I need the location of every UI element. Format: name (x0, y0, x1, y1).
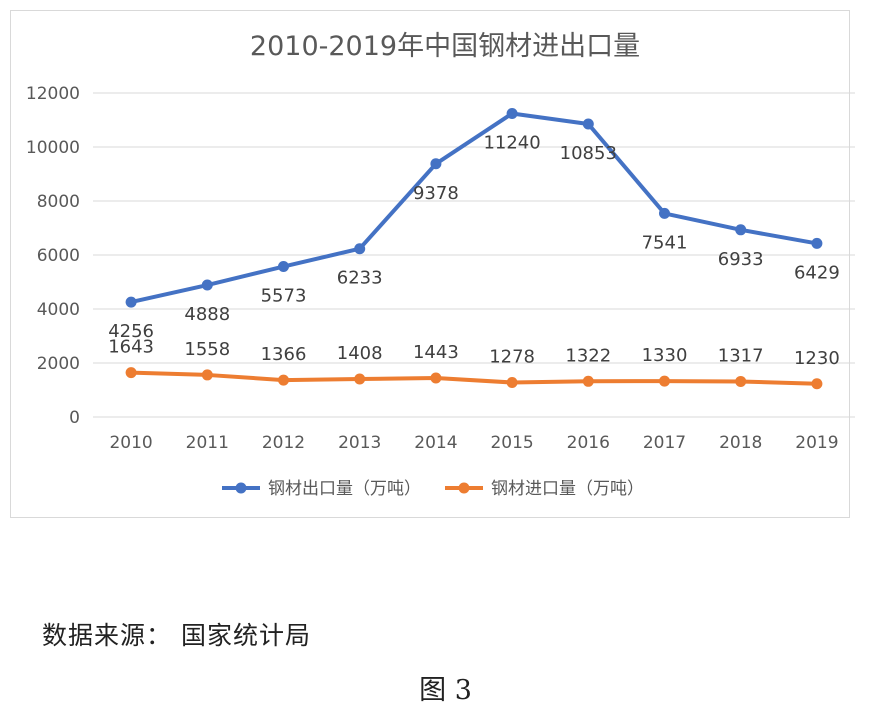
y-tick-label: 4000 (37, 300, 80, 320)
data-label: 1643 (108, 337, 154, 358)
data-label: 11240 (483, 133, 540, 154)
x-tick-label: 2016 (567, 433, 610, 453)
data-label: 10853 (560, 143, 617, 164)
x-tick-label: 2015 (490, 433, 533, 453)
data-point (278, 261, 289, 273)
legend-item: 钢材出口量（万吨） (222, 479, 421, 499)
x-axis-ticks: 2010 2011 2012 2013 2014 2015 2016 2017 2018 2019 (109, 433, 838, 453)
data-point (354, 243, 366, 255)
y-tick-label: 2000 (37, 354, 80, 374)
data-label: 4256 (108, 321, 154, 342)
y-tick-label: 12000 (26, 84, 80, 104)
legend-label: 钢材出口量（万吨） (268, 479, 421, 499)
data-label: 1366 (261, 344, 307, 365)
x-tick-label: 2012 (262, 433, 305, 453)
legend-label: 钢材进口量（万吨） (491, 479, 644, 499)
data-label: 1317 (718, 345, 764, 366)
data-point (582, 375, 594, 387)
data-point (125, 367, 137, 379)
legend-item: 钢材进口量（万吨） (445, 479, 644, 499)
x-tick-label: 2018 (719, 433, 762, 453)
data-point (735, 375, 747, 387)
data-label: 1443 (413, 342, 459, 363)
x-tick-label: 2017 (643, 433, 686, 453)
figure-caption: 图 3 (419, 675, 472, 706)
x-tick-label: 2014 (414, 433, 457, 453)
data-label: 1330 (642, 345, 688, 366)
data-point (735, 224, 747, 236)
data-point (506, 108, 518, 120)
x-tick-label: 2010 (109, 433, 152, 453)
x-tick-label: 2013 (338, 433, 381, 453)
y-tick-label: 8000 (37, 192, 80, 212)
x-tick-label: 2011 (186, 433, 229, 453)
data-label: 9378 (413, 183, 459, 204)
data-source-note: 数据来源： 国家统计局 (42, 621, 311, 650)
data-point (811, 378, 823, 390)
y-axis-ticks: 0 2000 4000 6000 8000 10000 12000 (26, 84, 80, 428)
data-point (659, 375, 670, 387)
data-point (201, 279, 213, 291)
data-label: 5573 (261, 286, 307, 307)
data-point (811, 237, 823, 249)
x-tick-label: 2019 (795, 433, 838, 453)
data-point (430, 372, 442, 384)
chart-title: 2010-2019年中国钢材进出口量 (250, 31, 640, 62)
data-label: 7541 (642, 232, 688, 253)
data-point (201, 369, 213, 381)
y-tick-label: 0 (69, 408, 80, 428)
data-label: 1278 (489, 346, 535, 367)
legend-swatch-marker (235, 482, 247, 494)
series-line-1 (130, 111, 818, 305)
data-point (354, 373, 366, 385)
data-point (278, 374, 289, 386)
data-point (582, 118, 594, 130)
series-layer (125, 108, 823, 390)
data-point (125, 296, 137, 308)
data-point (506, 376, 518, 388)
chart-frame (10, 10, 850, 518)
line-chart: 2010-2019年中国钢材进出口量 0 2000 4000 6000 8000 1000… (26, 31, 855, 499)
legend-swatch-marker (458, 482, 470, 494)
data-label: 6429 (794, 262, 840, 283)
gridlines (93, 92, 855, 418)
y-tick-label: 6000 (37, 246, 80, 266)
data-label: 1230 (794, 348, 840, 369)
series-line-2 (131, 370, 817, 386)
y-tick-label: 10000 (26, 138, 80, 158)
data-labels: 4256 4888 5573 6233 9378 11240 10853 7541 6933 64… (108, 133, 840, 369)
data-label: 4888 (184, 304, 230, 325)
data-label: 1322 (565, 345, 611, 366)
data-point (430, 158, 442, 170)
data-point (659, 207, 670, 219)
data-label: 6233 (337, 268, 383, 289)
data-label: 6933 (718, 249, 764, 270)
legend: 钢材出口量（万吨） 钢材进口量（万吨） (222, 479, 644, 499)
data-label: 1408 (337, 343, 383, 364)
data-label: 1558 (184, 339, 230, 360)
